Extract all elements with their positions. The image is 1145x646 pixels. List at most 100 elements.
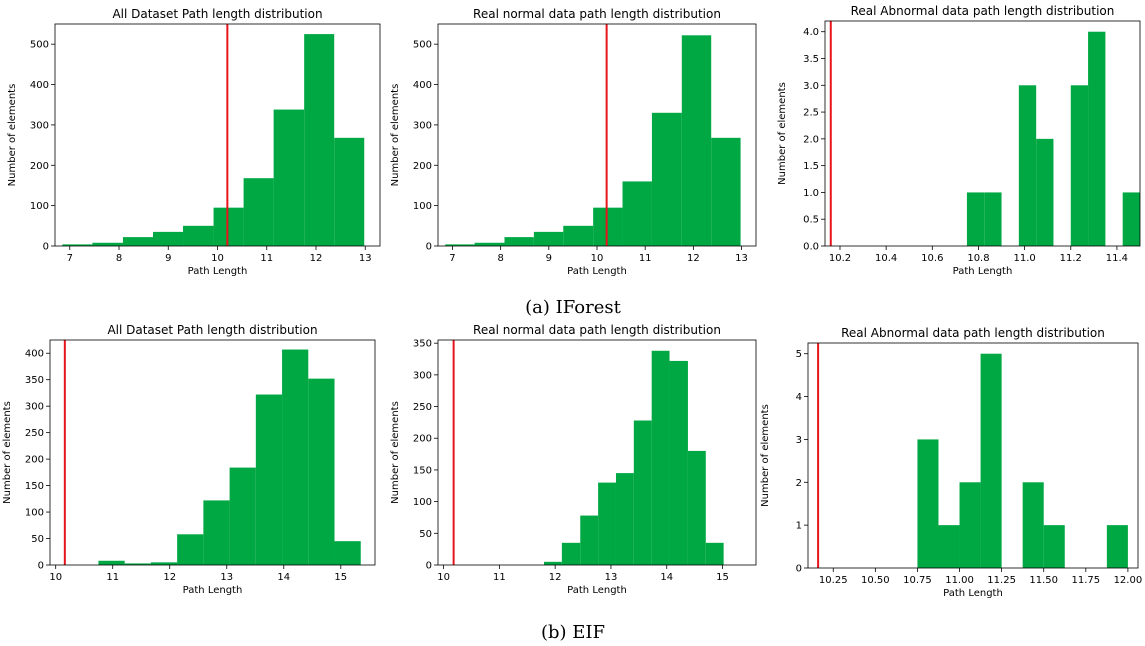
histogram-bar bbox=[669, 360, 688, 565]
x-tick-label: 11 bbox=[260, 253, 273, 264]
x-tick-label: 14 bbox=[660, 572, 673, 583]
histogram-bar bbox=[1106, 525, 1128, 568]
x-axis-label: Path Length bbox=[567, 266, 627, 277]
histogram-bar bbox=[544, 561, 562, 565]
histogram-bar bbox=[711, 137, 741, 246]
x-axis-label: Path Length bbox=[183, 585, 243, 596]
histogram-bar bbox=[122, 237, 153, 246]
x-tick-label: 11 bbox=[106, 572, 119, 583]
y-axis-label: Number of elements bbox=[7, 84, 18, 187]
x-tick-label: 11.4 bbox=[1106, 253, 1128, 264]
histogram-bar bbox=[504, 237, 534, 246]
y-tick-label: 4.0 bbox=[803, 27, 819, 38]
x-axis-label: Path Length bbox=[943, 588, 1003, 599]
histogram-bar bbox=[1122, 192, 1140, 246]
histogram-bar bbox=[203, 500, 230, 565]
x-axis-label: Path Length bbox=[953, 266, 1013, 277]
histogram-bar bbox=[580, 515, 599, 565]
x-tick-label: 9 bbox=[546, 253, 552, 264]
x-tick-label: 10.6 bbox=[921, 253, 943, 264]
chart-title: All Dataset Path length distribution bbox=[107, 323, 317, 337]
x-tick-label: 13 bbox=[359, 253, 372, 264]
chart-panel-5: Real normal data path length distributio… bbox=[390, 323, 757, 596]
x-tick-label: 10.25 bbox=[819, 575, 848, 586]
y-tick-label: 200 bbox=[413, 161, 432, 172]
x-tick-label: 10.2 bbox=[829, 253, 851, 264]
histogram-bar bbox=[150, 562, 178, 565]
y-tick-label: 3.0 bbox=[803, 81, 819, 92]
histogram-bar bbox=[213, 207, 244, 246]
histogram-bar bbox=[304, 34, 335, 246]
histogram-bar bbox=[152, 231, 184, 246]
y-tick-label: 0 bbox=[796, 564, 802, 575]
y-tick-label: 0 bbox=[426, 242, 432, 253]
histogram-bar bbox=[938, 525, 960, 568]
x-axis-label: Path Length bbox=[567, 585, 627, 596]
y-tick-label: 400 bbox=[25, 349, 44, 360]
y-tick-label: 100 bbox=[30, 201, 49, 212]
y-tick-label: 300 bbox=[413, 120, 432, 131]
histogram-bar bbox=[563, 225, 594, 246]
y-axis-label: Number of elements bbox=[390, 84, 401, 187]
y-tick-label: 0 bbox=[426, 561, 432, 572]
plot-frame bbox=[437, 339, 757, 566]
y-tick-label: 2.5 bbox=[803, 108, 819, 119]
x-tick-label: 11.50 bbox=[1029, 575, 1058, 586]
x-tick-label: 12 bbox=[310, 253, 323, 264]
y-axis-label: Number of elements bbox=[390, 401, 401, 504]
histogram-bar bbox=[243, 178, 274, 246]
y-tick-label: 1.5 bbox=[803, 161, 819, 172]
x-tick-label: 10 bbox=[49, 572, 62, 583]
y-tick-label: 100 bbox=[413, 201, 432, 212]
x-tick-label: 13 bbox=[605, 572, 618, 583]
x-tick-label: 11.2 bbox=[1060, 253, 1082, 264]
x-tick-label: 13 bbox=[220, 572, 233, 583]
histogram-bar bbox=[445, 244, 475, 246]
histogram-bar bbox=[593, 207, 623, 246]
y-tick-label: 4 bbox=[796, 392, 802, 403]
histogram-bar bbox=[1018, 85, 1037, 247]
histogram-bar bbox=[282, 349, 309, 565]
histogram-bar bbox=[229, 467, 256, 565]
y-tick-label: 50 bbox=[419, 529, 432, 540]
histogram-bar bbox=[1022, 482, 1044, 568]
histogram-bar bbox=[917, 439, 939, 568]
y-axis-label: Number of elements bbox=[2, 401, 13, 504]
chart-panel-2: Real normal data path length distributio… bbox=[390, 7, 757, 277]
histogram-bar bbox=[651, 350, 670, 565]
chart-panel-3: Real Abnormal data path length distribut… bbox=[777, 4, 1141, 277]
histogram-bar bbox=[622, 181, 652, 246]
histogram-bar bbox=[1036, 138, 1054, 246]
y-tick-label: 3 bbox=[796, 435, 802, 446]
y-tick-label: 350 bbox=[413, 339, 432, 350]
histogram-bar bbox=[966, 192, 985, 246]
y-tick-label: 100 bbox=[25, 508, 44, 519]
x-tick-label: 11 bbox=[639, 253, 652, 264]
x-tick-label: 7 bbox=[449, 253, 455, 264]
x-tick-label: 12 bbox=[687, 253, 700, 264]
plot-frame bbox=[49, 339, 376, 566]
histogram-bar bbox=[615, 473, 634, 565]
x-tick-label: 11.00 bbox=[945, 575, 974, 586]
y-tick-label: 0 bbox=[38, 561, 44, 572]
y-tick-label: 150 bbox=[413, 465, 432, 476]
histogram-bar bbox=[124, 563, 151, 565]
y-tick-label: 200 bbox=[30, 161, 49, 172]
x-tick-label: 10 bbox=[591, 253, 604, 264]
histogram-bar bbox=[1088, 31, 1106, 247]
y-tick-label: 1 bbox=[796, 521, 802, 532]
x-tick-label: 15 bbox=[716, 572, 729, 583]
y-tick-label: 500 bbox=[30, 40, 49, 51]
histogram-bar bbox=[687, 450, 706, 565]
chart-title: Real normal data path length distributio… bbox=[473, 7, 721, 21]
chart-panel-4: All Dataset Path length distribution 10 11… bbox=[2, 323, 376, 596]
x-tick-label: 7 bbox=[67, 253, 73, 264]
histogram-bar bbox=[651, 112, 682, 246]
histogram-bar bbox=[255, 394, 283, 565]
x-tick-label: 11.0 bbox=[1013, 253, 1035, 264]
histogram-bar bbox=[177, 534, 204, 565]
x-tick-label: 12 bbox=[549, 572, 562, 583]
x-tick-label: 12 bbox=[163, 572, 176, 583]
histogram-bar bbox=[1070, 85, 1089, 247]
